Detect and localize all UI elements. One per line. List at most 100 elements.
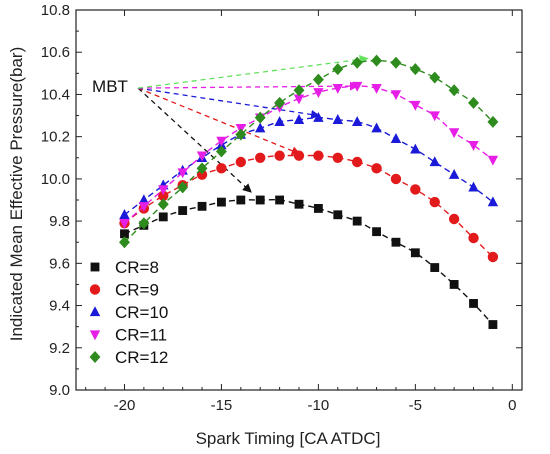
data-point [429,196,440,208]
data-point [138,202,150,213]
data-point [448,213,460,225]
data-point [235,156,247,168]
data-point [235,128,247,141]
series-cr-10 [119,111,499,219]
data-point [275,195,285,205]
data-point [138,217,150,230]
data-point [215,145,227,158]
data-point [448,128,460,139]
legend-entry: CR=11 [89,326,167,345]
data-point [429,71,441,84]
mbt-label: MBT [92,77,128,96]
y-tick-label: 10.4 [41,86,70,103]
data-point [351,81,363,92]
data-point [410,184,421,195]
legend-marker [89,351,101,363]
y-tick-label: 10.6 [41,44,70,61]
data-point [390,56,402,69]
data-point [390,173,402,185]
series-fit-line [123,59,494,243]
data-point [390,90,402,101]
data-point [430,263,440,272]
data-point [274,150,285,161]
data-point [487,115,499,128]
y-axis-label: Indicated Mean Effective Pressure(bar) [7,47,26,342]
data-point [293,84,305,97]
y-tick-label: 9.4 [49,298,70,315]
data-point [274,96,286,109]
data-point [313,150,324,161]
data-point [333,210,343,220]
data-point [487,196,499,207]
data-point [217,197,226,207]
data-point [196,169,208,180]
data-point [158,190,169,201]
legend-entry: CR=10 [89,303,168,322]
data-point [332,152,343,163]
data-point [371,83,382,94]
data-point [236,195,246,205]
data-point [371,163,382,174]
data-point [158,185,169,196]
series-layer [119,54,499,329]
series-cr-11 [119,81,499,229]
data-point [158,212,168,222]
data-point [487,155,499,166]
mbt-arrow [137,54,369,89]
data-point [293,94,305,105]
data-point [410,143,421,154]
data-point [178,206,188,215]
legend-label: CR=11 [115,326,167,345]
data-point [216,163,227,174]
data-point [429,156,440,167]
data-point [409,63,421,76]
data-point [313,88,324,99]
series-cr-8 [120,195,498,329]
data-point [391,237,401,247]
data-point [294,199,304,209]
data-point [197,201,207,211]
data-point [119,236,130,249]
data-point [119,209,130,219]
legend-label: CR=9 [115,281,159,300]
x-axis-label: Spark Timing [CA ATDC] [196,429,381,448]
y-tick-label: 10.2 [41,129,70,146]
data-point [312,73,324,86]
ticks-layer: -20 -15 -10 -5 0 9.0 9.2 9.4 9.6 9.8 10.0 10.2 10.4 1… [41,2,522,414]
data-point [177,168,188,179]
data-point [254,111,266,124]
data-point [313,204,323,213]
x-tick-label: -15 [211,397,233,414]
series-fit-line [124,85,494,224]
x-tick-label: -10 [308,397,330,414]
data-point [352,216,362,226]
legend-entry: CR=8 [90,258,159,277]
data-point [468,140,479,151]
data-point [332,83,343,94]
data-point [468,181,479,192]
data-point [390,133,402,143]
legend: CR=8 CR=9 CR=10 CR=11 CR=12 [89,258,168,367]
data-point [410,248,420,258]
mbt-arrow [137,87,321,119]
data-point [449,280,459,289]
data-point [487,251,499,263]
data-point [157,198,169,211]
mbt-arrow [137,87,301,156]
data-point [255,122,266,133]
mbt-arrow [137,87,252,193]
data-point [351,56,363,69]
data-point [351,156,363,168]
data-point [468,232,479,244]
legend-marker [89,306,101,317]
data-point [255,195,265,205]
data-point [429,111,440,122]
legend-marker [89,284,101,295]
y-tick-label: 9.0 [49,382,70,399]
data-point [371,54,383,67]
data-point [313,111,324,122]
data-point [293,150,305,161]
y-tick-label: 9.8 [49,213,70,230]
x-tick-label: -5 [409,397,422,414]
